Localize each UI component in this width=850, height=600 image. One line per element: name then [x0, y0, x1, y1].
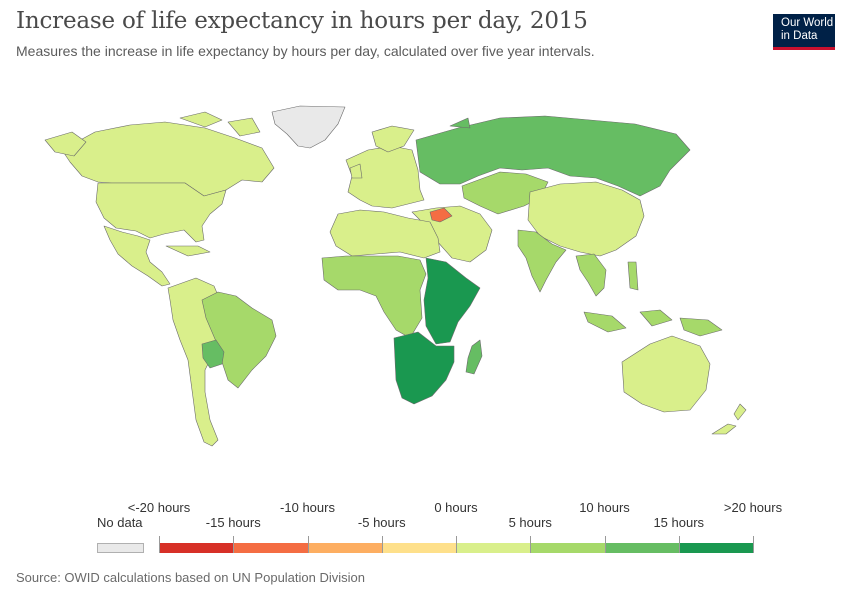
legend-bin-4: [456, 543, 531, 553]
region-greenland[interactable]: [271, 105, 346, 149]
region-brazil[interactable]: [201, 291, 277, 389]
legend-bin-6: [604, 543, 679, 553]
logo-line-2: in Data: [781, 30, 818, 42]
legend-tick: [678, 536, 680, 553]
legend-label-top: 10 hours: [579, 500, 630, 515]
legend-tick: [456, 536, 457, 553]
legend-tick: [381, 536, 383, 553]
region-madagascar[interactable]: [465, 339, 483, 375]
chart-title: Increase of life expectancy in hours per…: [16, 8, 588, 34]
region-west-central-africa[interactable]: [321, 255, 427, 339]
legend-label-top: >20 hours: [723, 500, 783, 515]
legend-label-bottom: -5 hours: [357, 515, 406, 530]
legend-tick: [530, 536, 532, 553]
region-united-states[interactable]: [95, 182, 227, 243]
owid-logo[interactable]: Our World in Data: [773, 14, 835, 50]
region-new-zealand[interactable]: [733, 403, 747, 421]
region-southern-africa[interactable]: [393, 331, 455, 405]
region-russia[interactable]: [415, 115, 691, 197]
legend-bin-3: [381, 543, 456, 553]
region-europe-2[interactable]: [349, 163, 363, 179]
legend-bin-0: [159, 543, 234, 553]
legend-tick: [233, 536, 235, 553]
region-canada[interactable]: [61, 121, 275, 197]
region-europe-1[interactable]: [371, 125, 415, 153]
region-bolivia[interactable]: [201, 339, 225, 369]
legend-label-top: 0 hours: [434, 500, 478, 515]
source-note: Source: OWID calculations based on UN Po…: [16, 570, 366, 585]
chart-subtitle: Measures the increase in life expectancy…: [16, 43, 595, 59]
region-north-africa[interactable]: [329, 209, 441, 259]
region-mexico-central-america-1[interactable]: [165, 245, 211, 257]
legend-tick: [159, 536, 160, 553]
region-southeast-asia-1[interactable]: [583, 311, 627, 333]
legend-label-bottom: 5 hours: [508, 515, 552, 530]
region-canada-1[interactable]: [179, 111, 223, 128]
legend-nodata-swatch: [97, 543, 144, 553]
legend-label-top: -10 hours: [280, 500, 335, 515]
legend-bin-5: [530, 543, 605, 553]
legend-label-top: <-20 hours: [127, 500, 191, 515]
legend-label-bottom: 15 hours: [653, 515, 705, 530]
region-east-africa[interactable]: [423, 257, 481, 345]
region-southeast-asia[interactable]: [575, 253, 607, 297]
legend-label-bottom: -15 hours: [205, 515, 261, 530]
region-southeast-asia-3[interactable]: [679, 317, 723, 337]
region-new-zealand-1[interactable]: [711, 423, 737, 435]
region-canada-2[interactable]: [227, 117, 261, 137]
legend-bin-7: [678, 543, 753, 553]
legend-bin-2: [307, 543, 382, 553]
legend-tick: [307, 536, 309, 553]
logo-line-1: Our World: [781, 17, 834, 29]
region-mexico-central-america[interactable]: [103, 225, 171, 287]
legend-tick: [753, 536, 754, 553]
legend-nodata-label: No data: [97, 515, 143, 530]
region-united-states-1[interactable]: [44, 131, 87, 157]
region-australia[interactable]: [621, 335, 711, 413]
region-syria[interactable]: [429, 207, 453, 223]
region-india[interactable]: [517, 229, 567, 293]
world-map: [44, 105, 747, 447]
region-southeast-asia-4[interactable]: [627, 261, 639, 291]
region-southeast-asia-2[interactable]: [639, 309, 673, 327]
legend-bin-1: [233, 543, 308, 553]
region-russia-1[interactable]: [449, 117, 471, 129]
legend-tick: [604, 536, 606, 553]
